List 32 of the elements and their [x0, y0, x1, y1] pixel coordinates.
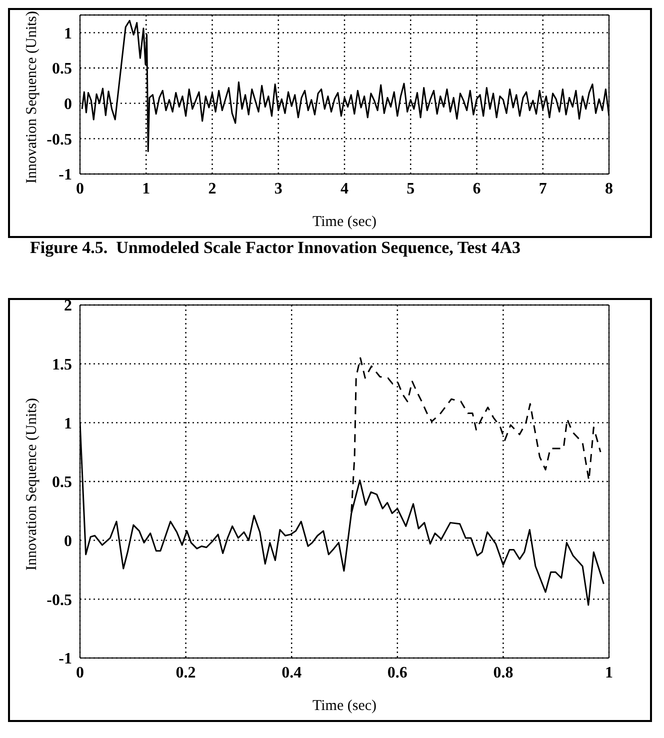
y-tick-label: -0.5 — [46, 131, 72, 148]
x-tick-label: 2 — [208, 180, 216, 198]
x-axis-title: Time (sec) — [312, 698, 377, 714]
y-tick-label: 1 — [64, 415, 72, 432]
x-tick-label: 8 — [605, 180, 613, 198]
y-tick-label: 0 — [64, 533, 72, 550]
y-tick-label: -0.5 — [46, 592, 72, 609]
x-tick-label: 0 — [76, 180, 84, 198]
x-tick-label: 0.2 — [176, 664, 196, 682]
x-tick-label: 3 — [274, 180, 282, 198]
x-tick-label: 7 — [538, 180, 547, 198]
x-tick-label: 6 — [472, 180, 481, 198]
x-tick-label: 0.8 — [493, 664, 514, 682]
x-tick-label: 0 — [76, 664, 84, 682]
x-tick-label: 1 — [605, 664, 613, 682]
x-tick-label: 0.6 — [387, 664, 408, 682]
y-tick-label: 0 — [64, 96, 72, 114]
y-tick-label: 0.5 — [52, 60, 72, 78]
y-tick-label: 1.5 — [52, 356, 72, 374]
x-axis-title: Time (sec) — [312, 214, 377, 230]
y-axis-title: Innovation Sequence (Units) — [24, 10, 41, 184]
y-tick-label: 0.5 — [52, 474, 72, 492]
y-tick-label: 1 — [64, 25, 72, 42]
y-tick-label: 2 — [64, 298, 72, 315]
y-tick-label: -1 — [58, 650, 72, 668]
y-axis-title: Innovation Sequence (Units) — [24, 398, 41, 570]
x-tick-label: 5 — [406, 180, 415, 198]
x-tick-label: 4 — [340, 180, 348, 198]
x-tick-label: 1 — [142, 180, 150, 198]
x-tick-label: 0.4 — [282, 664, 302, 682]
y-tick-label: -1 — [58, 166, 72, 184]
caption: Figure 4.5. Unmodeled Scale Factor Innovation Sequence, Test 4A3 — [29, 238, 522, 258]
